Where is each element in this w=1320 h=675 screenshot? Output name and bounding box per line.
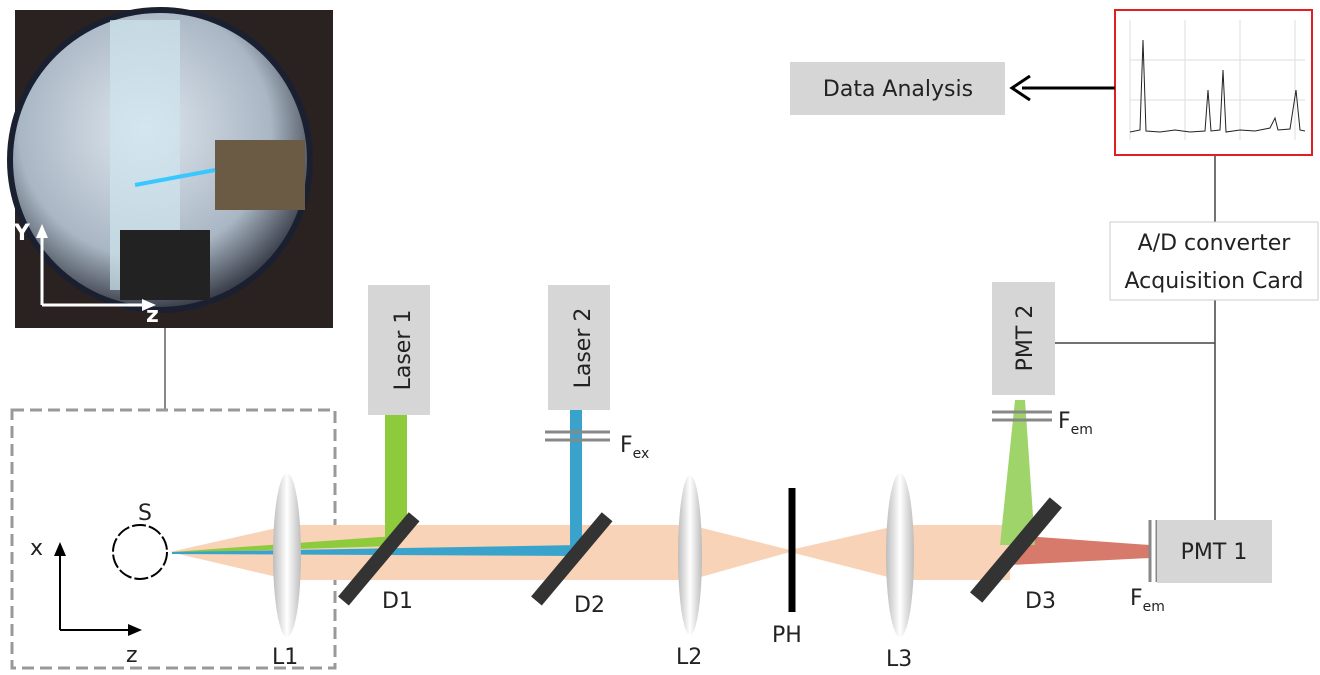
component-label: D2 [574, 593, 605, 618]
component-label: L2 [676, 645, 702, 670]
sample [112, 524, 168, 580]
lens [678, 475, 702, 635]
dichroic [531, 512, 613, 606]
pmt [992, 282, 1055, 395]
acquisition-box [1109, 221, 1319, 301]
pmt1-beam [1010, 535, 1150, 565]
dichroic [970, 497, 1062, 603]
filter-sub: ex [633, 446, 650, 462]
axis-label: z [146, 303, 159, 328]
filter-base: F [620, 433, 633, 458]
axis-label: z [126, 643, 138, 668]
acquisition-label: A/D converter [1138, 231, 1292, 256]
laser1-beam [385, 415, 407, 537]
photo: Y z [7, 7, 333, 328]
pmt [1157, 520, 1272, 583]
laser [548, 285, 610, 410]
filter-sub: em [1143, 599, 1165, 615]
filter-label: Fem [1130, 586, 1165, 615]
filter-label: Fex [620, 433, 649, 462]
laser-label: Laser 1 [391, 310, 416, 391]
analysis-box [790, 62, 1005, 115]
component-label: L1 [272, 645, 298, 670]
filter-base: F [1130, 586, 1143, 611]
laser2-beam [570, 410, 582, 555]
setup-axes [54, 542, 142, 636]
component-label: L3 [886, 647, 912, 672]
pmt-label: PMT 1 [1181, 540, 1248, 565]
analysis-label: Data Analysis [823, 77, 973, 102]
acquisition-label: Acquisition Card [1125, 269, 1304, 294]
filter-label: Fem [1058, 409, 1093, 438]
dichroic [338, 512, 420, 606]
signal-screenshot [1114, 9, 1313, 156]
arrow-head [1009, 74, 1031, 102]
laser [368, 285, 430, 415]
laser-label: Laser 2 [571, 308, 596, 389]
component-label: D3 [1025, 589, 1056, 614]
axis-label: x [30, 536, 43, 561]
component-label: D1 [382, 589, 413, 614]
component-label: PH [772, 623, 802, 648]
axis-label: Y [13, 221, 31, 246]
filter-base: F [1058, 409, 1071, 434]
wire [1055, 155, 1216, 520]
sample-label: S [138, 501, 152, 526]
pmt2-beam [1000, 400, 1035, 545]
filter-sub: em [1071, 422, 1093, 438]
lens [886, 473, 914, 637]
pmt-label: PMT 2 [1013, 305, 1038, 372]
lens [273, 473, 301, 637]
